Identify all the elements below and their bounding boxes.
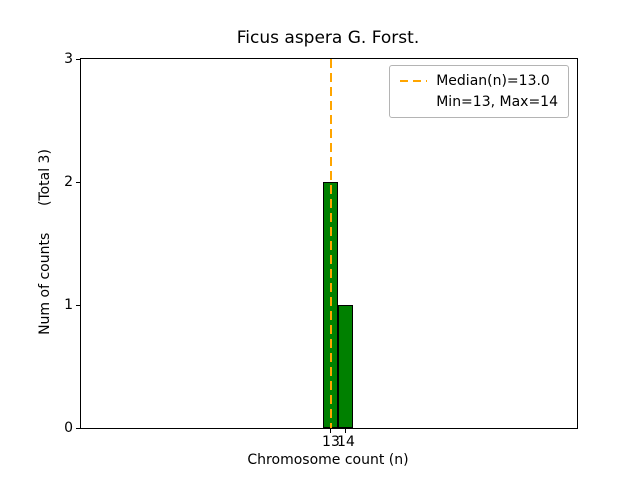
x-tick-label: 14 bbox=[337, 434, 355, 450]
x-axis-label: Chromosome count (n) bbox=[247, 452, 409, 468]
median-line bbox=[329, 59, 332, 428]
y-tick-label: 0 bbox=[64, 420, 73, 436]
plot-area: Median(n)=13.0 Min=13, Max=14 0 1 2 3 13 14 bbox=[64, 52, 578, 449]
chart-title: Ficus aspera G. Forst. bbox=[236, 28, 420, 48]
y-axis-label: Num of counts (Total 3) bbox=[37, 149, 53, 335]
y-tick bbox=[76, 427, 81, 429]
legend-blank-marker bbox=[400, 101, 427, 103]
legend-label: Min=13, Max=14 bbox=[436, 94, 558, 111]
y-tick bbox=[76, 304, 81, 306]
y-tick bbox=[76, 58, 81, 60]
legend-entry-1: Min=13, Max=14 bbox=[400, 94, 558, 110]
legend: Median(n)=13.0 Min=13, Max=14 bbox=[389, 65, 569, 119]
legend-dashed-line-icon bbox=[400, 80, 428, 83]
y-tick-label: 3 bbox=[64, 51, 73, 67]
bar-14 bbox=[338, 305, 354, 428]
legend-entry-0: Median(n)=13.0 bbox=[400, 73, 558, 89]
x-tick bbox=[345, 428, 347, 433]
x-tick bbox=[330, 428, 332, 433]
y-tick-label: 2 bbox=[64, 174, 73, 190]
legend-label: Median(n)=13.0 bbox=[436, 73, 550, 89]
y-tick bbox=[76, 181, 81, 183]
x-tick-label: 13 bbox=[322, 434, 340, 450]
y-tick-label: 1 bbox=[64, 297, 73, 313]
